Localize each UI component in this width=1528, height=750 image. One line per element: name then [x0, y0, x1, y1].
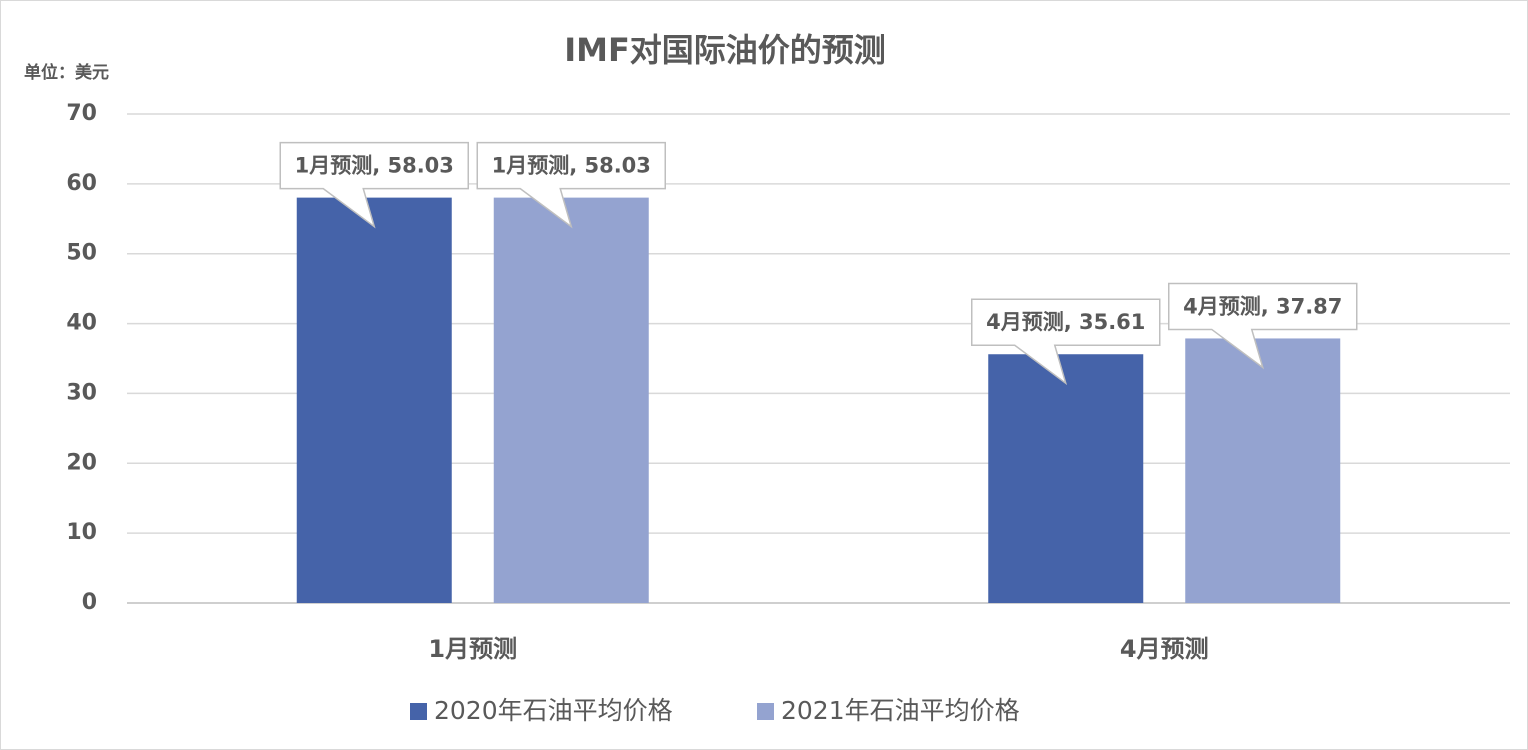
- bar: [493, 197, 649, 603]
- y-tick-label: 50: [66, 241, 97, 266]
- data-label: 4月预测, 37.87: [1183, 294, 1342, 318]
- legend-label: 2021年石油平均价格: [781, 696, 1020, 725]
- data-label-box: [971, 298, 1161, 386]
- y-tick-label: 20: [66, 450, 97, 475]
- y-axis-unit: 单位：美元: [24, 62, 109, 83]
- legend-swatch: [757, 703, 774, 720]
- y-tick-label: 70: [66, 101, 97, 126]
- data-label: 4月预测, 35.61: [986, 310, 1145, 334]
- data-label: 1月预测, 58.03: [295, 154, 454, 178]
- y-tick-label: 10: [66, 520, 97, 545]
- x-tick-label: 4月预测: [1120, 635, 1209, 663]
- data-label-box: [279, 141, 469, 229]
- legend-swatch: [410, 703, 427, 720]
- y-tick-label: 40: [66, 311, 97, 336]
- y-tick-label: 0: [82, 590, 97, 615]
- chart-title: IMF对国际油价的预测: [564, 31, 886, 69]
- data-label: 1月预测, 58.03: [492, 154, 651, 178]
- bar: [1185, 338, 1341, 603]
- data-label-box: [1168, 282, 1358, 370]
- y-tick-label: 60: [66, 171, 97, 196]
- y-tick-label: 30: [66, 380, 97, 405]
- bar: [988, 354, 1144, 603]
- x-tick-label: 1月预测: [428, 635, 517, 663]
- bar: [296, 197, 452, 603]
- legend-label: 2020年石油平均价格: [434, 696, 673, 725]
- data-label-box: [476, 141, 666, 229]
